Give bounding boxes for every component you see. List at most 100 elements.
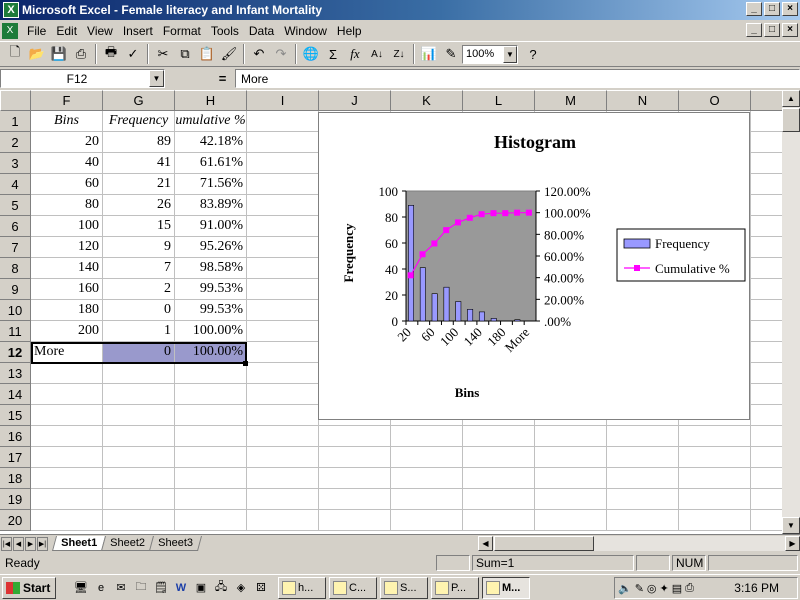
tab-sheet2[interactable]: Sheet2 — [101, 536, 154, 551]
horizontal-scroll-thumb[interactable] — [494, 536, 594, 551]
cell[interactable] — [751, 153, 782, 174]
menu-data[interactable]: Data — [248, 23, 275, 38]
menu-format[interactable]: Format — [162, 23, 201, 38]
taskbar-button-p[interactable]: P... — [431, 576, 479, 599]
minimize-button[interactable]: _ — [746, 2, 762, 16]
chart-wizard-icon[interactable]: 📊 — [420, 46, 438, 61]
menu-view[interactable]: View — [87, 23, 113, 38]
chevron-down-icon[interactable]: ▼ — [503, 45, 517, 63]
data-cell[interactable]: 1 — [103, 321, 175, 342]
save-icon[interactable]: 💾 — [50, 46, 68, 61]
function-icon[interactable]: fx — [350, 46, 360, 61]
data-cell[interactable]: 9 — [103, 237, 175, 258]
cell[interactable] — [31, 489, 103, 510]
cell[interactable] — [679, 447, 751, 468]
data-cell[interactable]: 83.89% — [175, 195, 247, 216]
cell[interactable] — [319, 426, 391, 447]
cell[interactable] — [247, 279, 319, 300]
cell[interactable] — [751, 489, 782, 510]
data-cell[interactable]: 200 — [31, 321, 103, 342]
paste-icon[interactable]: 📋 — [198, 46, 216, 61]
row-header-2[interactable]: 2 — [0, 132, 31, 153]
media-icon[interactable]: ◈ — [236, 582, 246, 594]
cell[interactable] — [607, 468, 679, 489]
cell[interactable] — [319, 468, 391, 489]
row-header-10[interactable]: 10 — [0, 300, 31, 321]
cell[interactable] — [247, 258, 319, 279]
row-header-1[interactable]: 1 — [0, 111, 31, 132]
cell[interactable] — [247, 447, 319, 468]
tab-sheet3[interactable]: Sheet3 — [148, 536, 202, 551]
cell[interactable] — [535, 447, 607, 468]
help-icon[interactable]: ? — [529, 46, 537, 62]
cell[interactable] — [679, 405, 751, 426]
data-cell[interactable]: 89 — [103, 132, 175, 153]
cell[interactable] — [607, 426, 679, 447]
excel-icon[interactable]: X — [3, 2, 19, 18]
cell[interactable] — [535, 426, 607, 447]
prev-sheet-icon[interactable]: ◀ — [13, 536, 24, 551]
cell[interactable] — [607, 489, 679, 510]
cell[interactable] — [247, 195, 319, 216]
cell[interactable] — [319, 510, 391, 531]
cell[interactable] — [679, 468, 751, 489]
cell[interactable] — [175, 447, 247, 468]
row-header-5[interactable]: 5 — [0, 195, 31, 216]
column-header-f[interactable]: F — [31, 90, 103, 111]
menu-file[interactable]: File — [27, 23, 47, 38]
cell[interactable] — [31, 468, 103, 489]
menu-tools[interactable]: Tools — [210, 23, 239, 38]
copy-icon[interactable]: ⧉ — [180, 46, 190, 61]
tab-sheet1[interactable]: Sheet1 — [51, 536, 107, 551]
menu-edit[interactable]: Edit — [56, 23, 78, 38]
data-cell[interactable]: 91.00% — [175, 216, 247, 237]
maximize-button[interactable]: □ — [764, 2, 780, 16]
row-header-14[interactable]: 14 — [0, 384, 31, 405]
cell[interactable] — [535, 510, 607, 531]
taskbar-button-h[interactable]: h... — [278, 576, 326, 599]
cell[interactable] — [751, 111, 782, 132]
data-cell[interactable]: 41 — [103, 153, 175, 174]
cell[interactable] — [463, 447, 535, 468]
menu-window[interactable]: Window — [284, 23, 327, 38]
select-all-corner[interactable] — [0, 90, 31, 111]
data-cell[interactable]: 160 — [31, 279, 103, 300]
data-cell[interactable]: 40 — [31, 153, 103, 174]
autosum-icon[interactable]: Σ — [328, 46, 338, 62]
data-cell[interactable]: 15 — [103, 216, 175, 237]
vertical-scroll-thumb[interactable] — [782, 108, 800, 132]
cell[interactable] — [607, 447, 679, 468]
outlook-icon[interactable]: ✉ — [116, 582, 126, 594]
cell[interactable] — [247, 216, 319, 237]
network-icon[interactable]: ◎ — [646, 582, 657, 595]
cell[interactable] — [463, 489, 535, 510]
cell[interactable] — [31, 426, 103, 447]
cell[interactable] — [103, 384, 175, 405]
explorer-icon[interactable]: 🗀 — [135, 581, 147, 593]
column-header-k[interactable]: K — [391, 90, 463, 111]
cell[interactable] — [751, 447, 782, 468]
row-header-12[interactable]: 12 — [0, 342, 31, 363]
data-cell[interactable]: 71.56% — [175, 174, 247, 195]
cell[interactable] — [463, 426, 535, 447]
cell[interactable] — [247, 321, 319, 342]
printer-icon[interactable]: ⎙ — [685, 581, 694, 594]
cell[interactable] — [679, 426, 751, 447]
cell[interactable] — [463, 510, 535, 531]
cell[interactable] — [679, 489, 751, 510]
scroll-down-icon[interactable]: ▼ — [782, 517, 800, 534]
cell[interactable] — [247, 426, 319, 447]
start-button[interactable]: Start — [2, 576, 56, 599]
row-header-16[interactable]: 16 — [0, 426, 31, 447]
row-header-20[interactable]: 20 — [0, 510, 31, 531]
formula-input[interactable]: More — [235, 69, 800, 88]
cell[interactable] — [247, 132, 319, 153]
row-header-19[interactable]: 19 — [0, 489, 31, 510]
workbook-icon[interactable]: X — [2, 22, 18, 39]
cell[interactable] — [247, 468, 319, 489]
workbook-minimize-button[interactable]: _ — [746, 23, 762, 37]
cell[interactable] — [679, 510, 751, 531]
next-sheet-icon[interactable]: ▶ — [25, 536, 36, 551]
cell[interactable] — [103, 489, 175, 510]
globe-icon[interactable]: ✦ — [659, 582, 669, 595]
